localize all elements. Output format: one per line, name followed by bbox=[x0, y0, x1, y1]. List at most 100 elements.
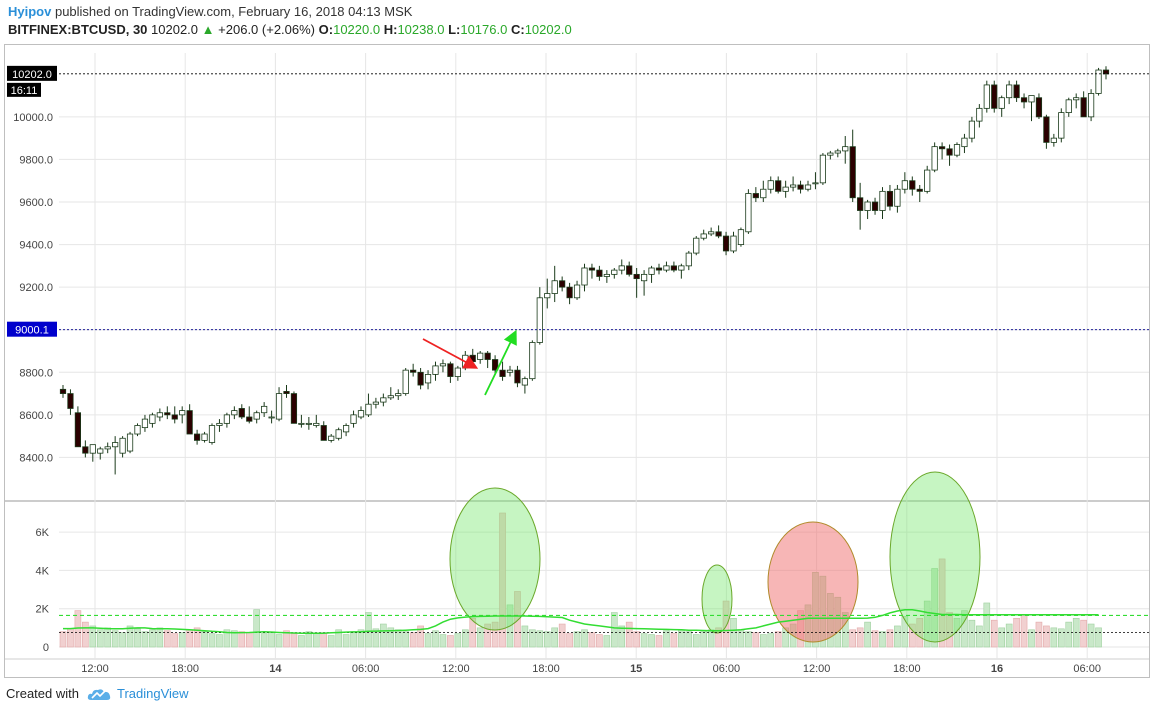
candle-body bbox=[432, 365, 439, 375]
volume-bar bbox=[551, 627, 559, 648]
candle-body bbox=[305, 422, 312, 425]
candle-body bbox=[946, 148, 953, 156]
time-axis: 12:00 18:00 14 06:00 12:00 18:00 15 06:00 12:00 1… bbox=[81, 663, 1101, 675]
volume-ma-line bbox=[63, 608, 1099, 634]
candle-body bbox=[97, 448, 104, 454]
volume-bar bbox=[1020, 614, 1028, 648]
candle-body bbox=[89, 444, 96, 454]
volume-bar bbox=[685, 631, 693, 648]
volume-bar bbox=[82, 621, 89, 648]
up-triangle-icon: ▲ bbox=[201, 22, 215, 37]
time-tick-label: 15 bbox=[630, 663, 642, 675]
chart-frame[interactable]: 8400.08600.08800.09000.09200.09400.09600… bbox=[4, 44, 1150, 678]
candle-body bbox=[268, 416, 275, 419]
volume-bar bbox=[722, 600, 730, 648]
volume-bar bbox=[536, 630, 544, 648]
volume-bar bbox=[290, 633, 298, 648]
volume-tick-label: 0 bbox=[43, 642, 49, 654]
candle-body bbox=[320, 425, 327, 441]
candle-body bbox=[350, 414, 357, 424]
volume-bar bbox=[283, 630, 290, 648]
volume-bar bbox=[253, 609, 260, 648]
volume-bar bbox=[380, 623, 387, 648]
candles bbox=[59, 66, 1110, 475]
time-tick-label: 06:00 bbox=[1073, 663, 1101, 675]
last-price-text: 10202.0 bbox=[151, 22, 199, 37]
low-value: 10176.0 bbox=[460, 22, 508, 37]
candle-body bbox=[700, 233, 707, 239]
candle-body bbox=[417, 371, 424, 386]
volume-bar bbox=[573, 631, 581, 648]
volume-bar bbox=[640, 633, 648, 648]
volume-bar bbox=[901, 616, 909, 648]
candle-body bbox=[827, 152, 834, 156]
candle-body bbox=[782, 186, 789, 192]
volume-bar bbox=[603, 635, 611, 648]
volume-bar bbox=[633, 631, 640, 648]
candle-body bbox=[924, 169, 931, 192]
symbol-ohlc-line: BITFINEX:BTCUSD, 30 10202.0 ▲ +206.0 (+2… bbox=[8, 22, 572, 37]
candle-body bbox=[573, 284, 581, 299]
candle-body bbox=[216, 422, 223, 426]
candle-body bbox=[201, 433, 208, 441]
candle-body bbox=[871, 201, 879, 211]
volume-bar bbox=[1058, 628, 1065, 648]
price-tick-label: 8400.0 bbox=[19, 452, 53, 464]
volume-bar bbox=[424, 633, 432, 648]
volume-bar bbox=[201, 631, 208, 648]
volume-bar bbox=[618, 625, 626, 648]
candle-body bbox=[886, 190, 894, 207]
author-name[interactable]: Hyipov bbox=[8, 4, 52, 19]
volume-bar bbox=[171, 633, 179, 648]
candle-body bbox=[678, 265, 685, 271]
low-label: L: bbox=[448, 22, 461, 37]
candle-body bbox=[424, 374, 432, 384]
price-volume-chart[interactable]: 8400.08600.08800.09000.09200.09400.09600… bbox=[5, 45, 1149, 677]
volume-bar bbox=[670, 633, 678, 648]
candle-body bbox=[275, 393, 283, 420]
candle-body bbox=[313, 422, 320, 426]
volume-bar bbox=[849, 629, 857, 648]
volume-bar bbox=[342, 634, 350, 648]
volume-axis: 0 2K 4K 6K bbox=[36, 527, 50, 654]
price-tick-label: 9200.0 bbox=[19, 282, 53, 294]
candle-body bbox=[298, 422, 305, 425]
candle-body bbox=[231, 410, 238, 416]
volume-bar bbox=[327, 635, 335, 648]
volume-bar bbox=[156, 627, 164, 648]
candle-body bbox=[454, 367, 461, 377]
high-value: 10238.0 bbox=[397, 22, 445, 37]
candle-body bbox=[953, 144, 961, 156]
volume-bar bbox=[923, 600, 931, 648]
candle-body bbox=[693, 237, 700, 254]
volume-bar bbox=[1065, 621, 1073, 648]
candle-body bbox=[59, 388, 67, 394]
candle-body bbox=[171, 414, 178, 420]
volume-bar bbox=[610, 612, 618, 648]
close-label: C: bbox=[510, 22, 525, 37]
volume-tick-label: 4K bbox=[36, 565, 50, 577]
candle-body bbox=[529, 342, 536, 380]
volume-bar bbox=[104, 627, 111, 648]
time-tick-label: 16 bbox=[991, 663, 1003, 675]
volume-bar bbox=[164, 630, 171, 648]
volume-bar bbox=[238, 631, 246, 648]
candle-body bbox=[1028, 95, 1035, 103]
volume-bar bbox=[1035, 621, 1043, 648]
candle-body bbox=[842, 146, 849, 152]
volume-bar bbox=[111, 630, 119, 648]
candle-body bbox=[1035, 97, 1043, 118]
volume-bar bbox=[514, 591, 521, 648]
volume-bar bbox=[223, 629, 231, 648]
price-axis: 8400.08600.08800.09000.09200.09400.09600… bbox=[13, 112, 53, 465]
candle-body bbox=[380, 397, 387, 403]
volume-bar bbox=[745, 631, 752, 648]
last-price-label: 10202.0 bbox=[12, 69, 52, 81]
candle-body bbox=[141, 418, 149, 429]
candle-body bbox=[708, 231, 715, 235]
candle-body bbox=[208, 425, 216, 443]
volume-bar bbox=[938, 558, 946, 648]
tradingview-link[interactable]: TradingView bbox=[116, 686, 189, 701]
volume-bar bbox=[59, 631, 67, 648]
volume-bar bbox=[134, 628, 141, 648]
